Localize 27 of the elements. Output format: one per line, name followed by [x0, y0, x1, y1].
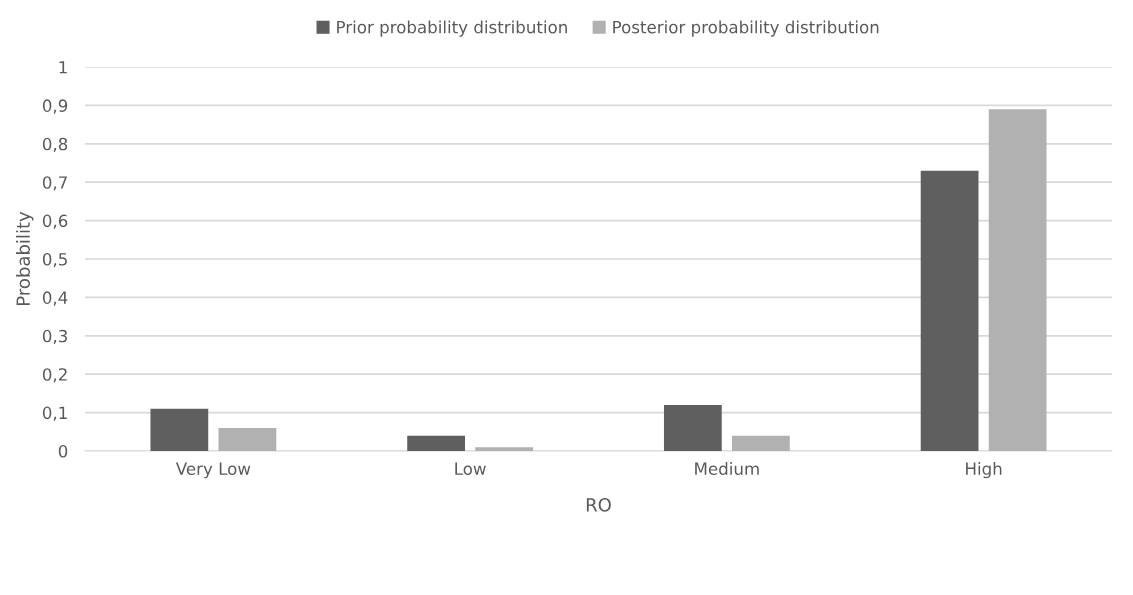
y-tick-label: 0 — [58, 444, 68, 458]
y-tick-label: 0,5 — [42, 252, 67, 268]
bar — [150, 408, 209, 451]
x-tick-label: Very Low — [175, 462, 251, 479]
bar — [988, 109, 1047, 451]
bar — [663, 404, 722, 451]
y-tick-label: 0,2 — [42, 368, 67, 383]
bar — [218, 427, 277, 451]
x-axis-title: RO — [586, 498, 611, 512]
y-tick-label: 0,8 — [42, 137, 68, 153]
bar — [920, 170, 979, 451]
y-tick-label: 0,4 — [42, 291, 68, 306]
x-tick-label: Low — [455, 462, 486, 476]
legend-label: Prior probability distribution — [337, 20, 567, 37]
y-axis-title: Probability — [16, 211, 34, 305]
y-tick-label: 0,3 — [42, 329, 67, 345]
x-tick-label: High — [966, 462, 1002, 479]
bar — [407, 435, 465, 451]
y-tick-label: 1 — [59, 61, 67, 74]
y-tick-label: 0,1 — [42, 406, 67, 421]
y-tick-label: 0,9 — [42, 99, 68, 114]
bar — [475, 447, 534, 451]
bar — [732, 435, 790, 451]
y-tick-label: 0,7 — [42, 176, 67, 191]
x-tick-label: Medium — [695, 462, 759, 476]
y-tick-label: 0,6 — [42, 214, 68, 229]
legend-label: Posterior probability distribution — [613, 20, 879, 37]
